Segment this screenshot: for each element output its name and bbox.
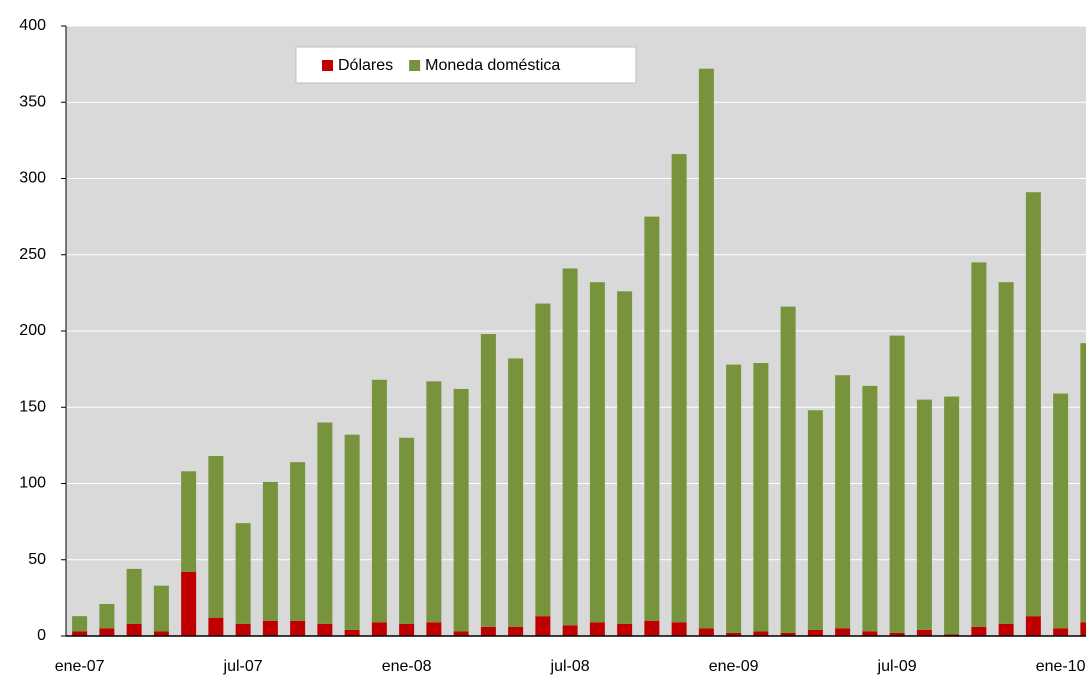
bar-segment bbox=[726, 364, 742, 633]
bar-segment bbox=[671, 154, 687, 623]
bar-segment bbox=[671, 622, 687, 636]
bar-segment bbox=[807, 410, 823, 630]
y-tick-label: 300 bbox=[19, 170, 46, 187]
x-tick-label: ene-10 bbox=[1036, 658, 1086, 675]
x-tick-label: jul-08 bbox=[550, 658, 590, 675]
bar-segment bbox=[72, 631, 88, 636]
y-tick-label: 350 bbox=[19, 93, 46, 110]
bar-segment bbox=[807, 629, 823, 636]
bar-segment bbox=[1080, 343, 1086, 623]
x-tick-label: jul-07 bbox=[223, 658, 263, 675]
bar-segment bbox=[208, 617, 224, 636]
bar-segment bbox=[181, 471, 197, 572]
bar-segment bbox=[1053, 393, 1069, 629]
bar-segment bbox=[535, 616, 551, 636]
bar-segment bbox=[235, 623, 251, 636]
bar-segment bbox=[1025, 616, 1041, 636]
bar-segment bbox=[944, 634, 960, 636]
bar-segment bbox=[453, 631, 469, 636]
bar-segment bbox=[889, 632, 905, 636]
bar-segment bbox=[426, 381, 442, 623]
bar-segment bbox=[99, 628, 115, 636]
bar-segment bbox=[126, 623, 142, 636]
bar-segment bbox=[644, 620, 660, 636]
bar-segment bbox=[99, 603, 115, 629]
bar-segment bbox=[262, 620, 278, 636]
bar-segment bbox=[535, 303, 551, 617]
x-tick-label: ene-07 bbox=[55, 658, 105, 675]
bar-segment bbox=[126, 568, 142, 624]
bar-segment bbox=[753, 631, 769, 636]
bar-segment bbox=[835, 375, 851, 629]
legend-label: Dólares bbox=[338, 57, 393, 74]
bar-segment bbox=[862, 631, 878, 636]
bar-segment bbox=[971, 626, 987, 636]
bar-segment bbox=[290, 620, 306, 636]
bar-segment bbox=[644, 216, 660, 621]
y-tick-label: 400 bbox=[19, 17, 46, 34]
bar-segment bbox=[780, 306, 796, 633]
bar-segment bbox=[916, 629, 932, 636]
bar-segment bbox=[562, 268, 578, 626]
bar-segment bbox=[862, 385, 878, 632]
y-tick-label: 250 bbox=[19, 246, 46, 263]
bar-segment bbox=[290, 462, 306, 621]
bar-segment bbox=[181, 571, 197, 636]
bar-segment bbox=[726, 632, 742, 636]
x-tick-label: ene-09 bbox=[709, 658, 759, 675]
bar-segment bbox=[317, 422, 333, 624]
bar-segment bbox=[617, 291, 633, 624]
bar-segment bbox=[153, 585, 169, 632]
bar-segment bbox=[1053, 628, 1069, 636]
legend-swatch bbox=[409, 60, 421, 71]
legend-label: Moneda doméstica bbox=[425, 57, 560, 74]
bar-segment bbox=[235, 523, 251, 624]
bar-segment bbox=[889, 335, 905, 633]
bar-segment bbox=[153, 631, 169, 636]
bar-segment bbox=[508, 358, 524, 627]
bar-segment bbox=[753, 363, 769, 632]
bar-segment bbox=[344, 629, 360, 636]
bar-segment bbox=[998, 282, 1014, 624]
bar-segment bbox=[589, 622, 605, 636]
y-tick-label: 200 bbox=[19, 322, 46, 339]
bar-segment bbox=[589, 282, 605, 623]
bar-segment bbox=[698, 628, 714, 636]
x-tick-label: jul-09 bbox=[877, 658, 917, 675]
bar-segment bbox=[344, 434, 360, 630]
bar-segment bbox=[371, 379, 387, 623]
bar-segment bbox=[998, 623, 1014, 636]
bar-segment bbox=[698, 68, 714, 629]
bar-segment bbox=[371, 622, 387, 636]
y-tick-label: 0 bbox=[37, 627, 46, 644]
bar-segment bbox=[971, 262, 987, 627]
bar-segment bbox=[944, 396, 960, 635]
bar-segment bbox=[399, 623, 415, 636]
y-tick-label: 150 bbox=[19, 398, 46, 415]
bar-segment bbox=[508, 626, 524, 636]
bar-segment bbox=[317, 623, 333, 636]
bar-segment bbox=[480, 626, 496, 636]
legend-swatch bbox=[322, 60, 333, 71]
y-tick-label: 100 bbox=[19, 475, 46, 492]
bar-segment bbox=[562, 625, 578, 636]
legend-box bbox=[295, 46, 637, 84]
bar-segment bbox=[480, 334, 496, 627]
bar-segment bbox=[208, 456, 224, 618]
bar-segment bbox=[426, 622, 442, 636]
bar-segment bbox=[72, 616, 88, 632]
bar-segment bbox=[453, 388, 469, 632]
y-tick-label: 50 bbox=[28, 551, 46, 568]
bar-segment bbox=[780, 632, 796, 636]
bar-segment bbox=[399, 437, 415, 624]
bar-segment bbox=[835, 628, 851, 636]
x-tick-label: ene-08 bbox=[382, 658, 432, 675]
bar-segment bbox=[617, 623, 633, 636]
bar-segment bbox=[262, 481, 278, 621]
bar-segment bbox=[916, 399, 932, 630]
bar-segment bbox=[1080, 622, 1086, 636]
bar-segment bbox=[1025, 192, 1041, 617]
